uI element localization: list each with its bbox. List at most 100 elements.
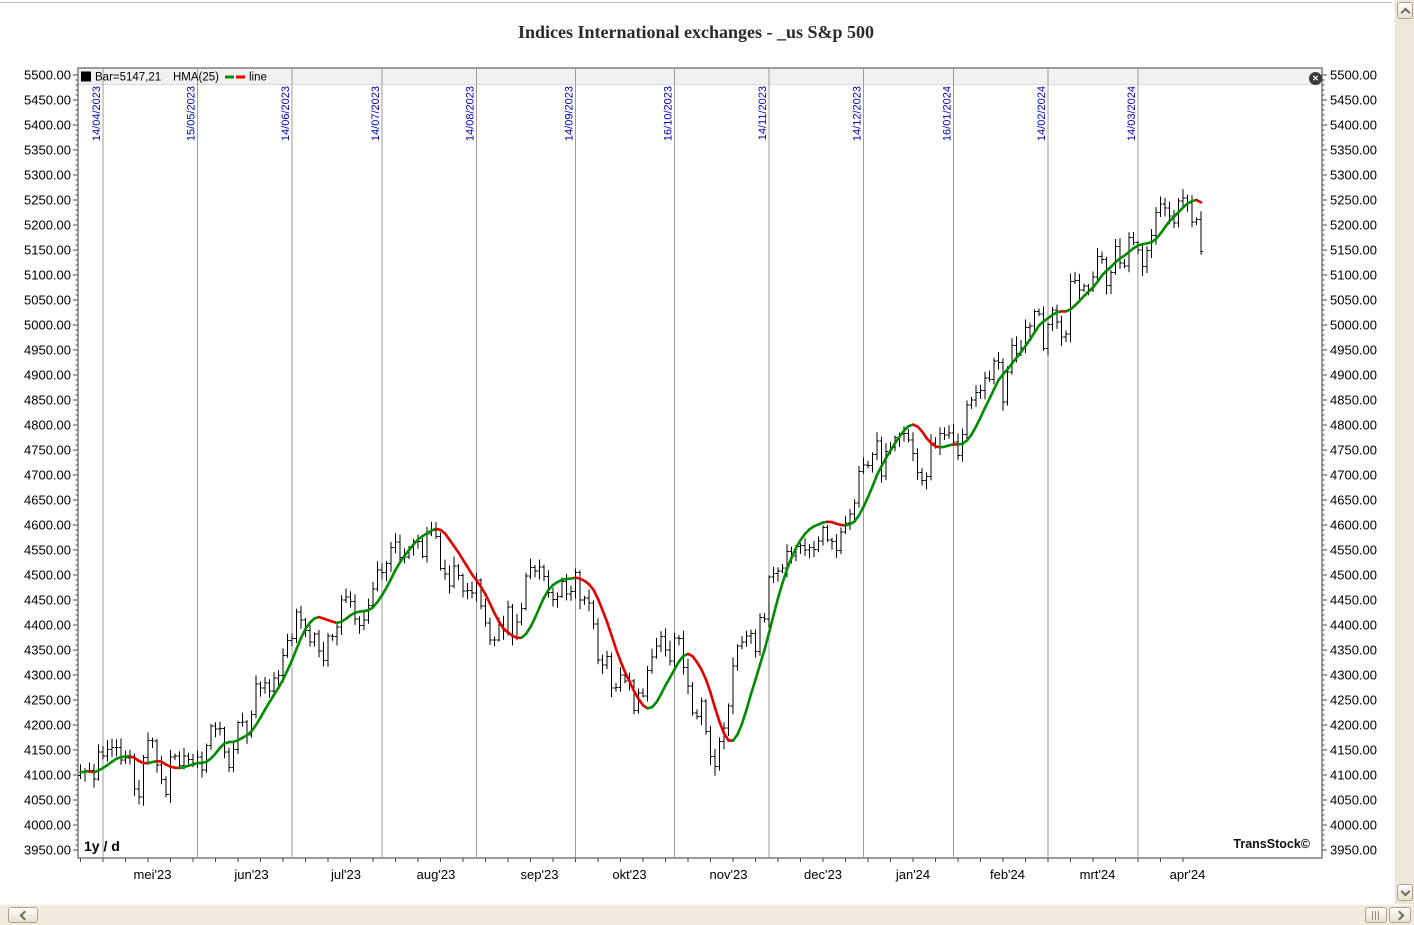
y-axis-label-right: 4950.00 xyxy=(1330,343,1377,358)
legend-line-label: line xyxy=(249,72,267,84)
month-label: jan'24 xyxy=(895,867,930,882)
y-axis-label-right: 4200.00 xyxy=(1330,718,1377,733)
y-axis-label-left: 4800.00 xyxy=(24,418,71,433)
y-axis-label-right: 4000.00 xyxy=(1330,818,1377,833)
y-axis-label-right: 5350.00 xyxy=(1330,143,1377,158)
y-axis-label-left: 4100.00 xyxy=(24,768,71,783)
y-axis-label-left: 5200.00 xyxy=(24,218,71,233)
date-gridline-label: 14/03/2024 xyxy=(1126,86,1138,141)
scroll-down-button[interactable] xyxy=(1397,884,1413,901)
chevron-left-icon xyxy=(19,910,29,920)
y-axis-label-left: 4400.00 xyxy=(24,618,71,633)
y-axis-label-left: 4200.00 xyxy=(24,718,71,733)
y-axis-label-right: 3950.00 xyxy=(1330,843,1377,858)
scroll-up-button[interactable] xyxy=(1397,2,1413,19)
vertical-scrollbar[interactable] xyxy=(1394,0,1414,904)
y-axis-label-right: 5400.00 xyxy=(1330,118,1377,133)
y-axis-label-left: 5250.00 xyxy=(24,193,71,208)
y-axis-label-left: 5300.00 xyxy=(24,168,71,183)
y-axis-label-right: 4650.00 xyxy=(1330,493,1377,508)
date-gridline-label: 14/02/2024 xyxy=(1036,86,1048,141)
month-label: dec'23 xyxy=(804,867,842,882)
month-label: mrt'24 xyxy=(1080,867,1116,882)
splitter-grip-button[interactable] xyxy=(1365,907,1387,923)
month-label: nov'23 xyxy=(710,867,748,882)
y-axis-label-left: 5100.00 xyxy=(24,268,71,283)
y-axis-label-left: 3950.00 xyxy=(24,843,71,858)
horizontal-scrollbar[interactable] xyxy=(0,904,1414,925)
y-axis-label-right: 4800.00 xyxy=(1330,418,1377,433)
grip-icon xyxy=(1372,911,1380,920)
y-axis-label-right: 5300.00 xyxy=(1330,168,1377,183)
y-axis-label-right: 5000.00 xyxy=(1330,318,1377,333)
y-axis-label-right: 5450.00 xyxy=(1330,93,1377,108)
y-axis-label-left: 4300.00 xyxy=(24,668,71,683)
date-gridline-label: 15/05/2023 xyxy=(186,86,198,141)
y-axis-label-left: 5450.00 xyxy=(24,93,71,108)
y-axis-label-right: 4900.00 xyxy=(1330,368,1377,383)
scroll-left-button[interactable] xyxy=(8,907,38,923)
y-axis-label-right: 5050.00 xyxy=(1330,293,1377,308)
y-axis-label-left: 5500.00 xyxy=(24,68,71,83)
date-gridline-label: 16/01/2024 xyxy=(942,86,954,141)
y-axis-label-right: 4700.00 xyxy=(1330,468,1377,483)
y-axis-label-left: 4250.00 xyxy=(24,693,71,708)
y-axis-label-left: 4900.00 xyxy=(24,368,71,383)
brand-label: TransStock© xyxy=(1100,837,1310,851)
y-axis-label-right: 4750.00 xyxy=(1330,443,1377,458)
y-axis-label-left: 4500.00 xyxy=(24,568,71,583)
date-gridline-label: 14/04/2023 xyxy=(91,86,103,141)
y-axis-label-left: 4700.00 xyxy=(24,468,71,483)
y-axis-label-left: 5400.00 xyxy=(24,118,71,133)
y-axis-label-left: 4950.00 xyxy=(24,343,71,358)
y-axis-label-right: 4450.00 xyxy=(1330,593,1377,608)
y-axis-label-right: 5500.00 xyxy=(1330,68,1377,83)
date-gridline-label: 16/10/2023 xyxy=(663,86,675,141)
y-axis-label-left: 4150.00 xyxy=(24,743,71,758)
y-axis-label-right: 4350.00 xyxy=(1330,643,1377,658)
plot-background xyxy=(78,68,1322,858)
month-label: aug'23 xyxy=(417,867,456,882)
chevron-right-icon xyxy=(1394,910,1404,920)
month-label: sep'23 xyxy=(521,867,559,882)
y-axis-label-right: 4050.00 xyxy=(1330,793,1377,808)
legend-hma-label: HMA(25) xyxy=(173,72,219,84)
y-axis-label-left: 5000.00 xyxy=(24,318,71,333)
y-axis-label-left: 4600.00 xyxy=(24,518,71,533)
y-axis-label-left: 5050.00 xyxy=(24,293,71,308)
chevron-up-icon xyxy=(1400,7,1410,17)
date-gridline-label: 14/07/2023 xyxy=(370,86,382,141)
timeframe-label: 1y / d xyxy=(84,838,120,854)
month-label: mei'23 xyxy=(134,867,172,882)
y-axis-label-right: 4600.00 xyxy=(1330,518,1377,533)
chevron-down-icon xyxy=(1400,886,1410,896)
month-label: jun'23 xyxy=(233,867,268,882)
y-axis-label-left: 4350.00 xyxy=(24,643,71,658)
month-label: jul'23 xyxy=(330,867,361,882)
close-icon[interactable]: ✕ xyxy=(1309,72,1322,85)
y-axis-label-right: 4300.00 xyxy=(1330,668,1377,683)
y-axis-label-right: 4250.00 xyxy=(1330,693,1377,708)
y-axis-label-left: 4000.00 xyxy=(24,818,71,833)
y-axis-label-left: 5350.00 xyxy=(24,143,71,158)
legend-line-swatch-down xyxy=(236,76,245,79)
y-axis-label-left: 4050.00 xyxy=(24,793,71,808)
month-label: apr'24 xyxy=(1170,867,1206,882)
date-gridline-label: 14/06/2023 xyxy=(280,86,292,141)
y-axis-label-left: 4550.00 xyxy=(24,543,71,558)
date-gridline-label: 14/12/2023 xyxy=(852,86,864,141)
y-axis-label-right: 5150.00 xyxy=(1330,243,1377,258)
month-label: feb'24 xyxy=(990,867,1025,882)
legend-bar-label: Bar=5147,21 xyxy=(95,72,161,84)
legend-line-swatch-up xyxy=(225,76,234,79)
y-axis-label-right: 4850.00 xyxy=(1330,393,1377,408)
y-axis-label-right: 5100.00 xyxy=(1330,268,1377,283)
y-axis-label-left: 4850.00 xyxy=(24,393,71,408)
scroll-right-button[interactable] xyxy=(1389,907,1411,923)
date-gridline-label: 14/08/2023 xyxy=(465,86,477,141)
y-axis-label-right: 5200.00 xyxy=(1330,218,1377,233)
y-axis-label-right: 4100.00 xyxy=(1330,768,1377,783)
y-axis-label-left: 4750.00 xyxy=(24,443,71,458)
y-axis-label-right: 4500.00 xyxy=(1330,568,1377,583)
